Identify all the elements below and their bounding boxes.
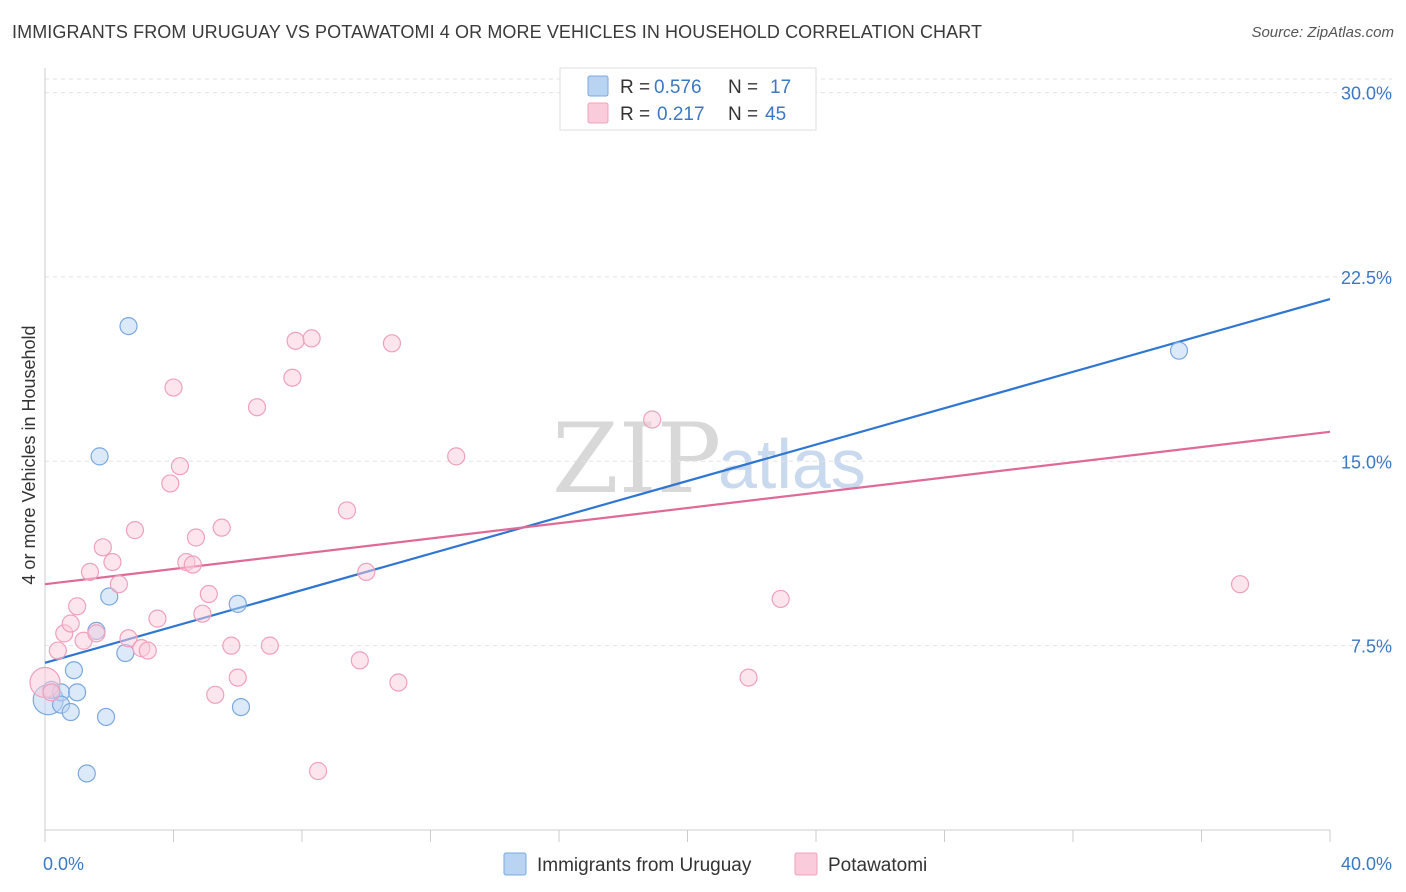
point-potawatomi-6 <box>80 562 100 582</box>
point-potawatomi-16 <box>161 474 180 493</box>
point-uruguay-6 <box>68 683 87 702</box>
point-potawatomi-27 <box>228 668 247 687</box>
point-uruguay-12 <box>119 316 138 336</box>
point-potawatomi-35 <box>350 651 369 670</box>
trend-line-uruguay <box>44 297 1331 664</box>
point-potawatomi-32 <box>302 329 321 348</box>
point-potawatomi-9 <box>103 552 122 572</box>
point-uruguay-11 <box>90 447 109 466</box>
point-potawatomi-18 <box>170 457 190 476</box>
x-tick-label-0: 0.0% <box>43 854 84 874</box>
point-potawatomi-11 <box>119 629 138 648</box>
legend-r-label-1: R = <box>620 77 650 98</box>
point-potawatomi-14 <box>138 641 157 660</box>
bottom-legend-swatch-potawatomi <box>794 852 818 876</box>
point-potawatomi-15 <box>148 609 167 628</box>
point-potawatomi-20 <box>183 555 202 574</box>
legend-r-value-1: 0.576 <box>654 77 702 98</box>
point-potawatomi-44 <box>42 683 61 702</box>
point-potawatomi-40 <box>643 410 662 429</box>
point-potawatomi-21 <box>186 528 206 547</box>
point-potawatomi-41 <box>739 668 758 687</box>
x-tick-label-1: 40.0% <box>1341 854 1392 874</box>
point-potawatomi-36 <box>357 562 376 582</box>
point-potawatomi-34 <box>337 501 357 520</box>
bottom-legend-label-uruguay: Immigrants from Uruguay <box>537 855 752 876</box>
point-potawatomi-42 <box>771 589 790 609</box>
point-uruguay-14 <box>231 697 251 717</box>
point-potawatomi-8 <box>93 538 112 557</box>
y-axis-label: 4 or more Vehicles in Household <box>19 325 39 584</box>
point-potawatomi-4 <box>68 597 87 616</box>
bottom-legend: Immigrants from Uruguay Potawatomi <box>503 852 927 876</box>
point-potawatomi-25 <box>212 518 231 537</box>
point-potawatomi-10 <box>109 575 128 594</box>
point-potawatomi-29 <box>260 636 279 655</box>
watermark-zip: ZIP <box>552 403 721 515</box>
legend-swatch-uruguay <box>587 75 609 97</box>
point-potawatomi-30 <box>283 368 302 387</box>
point-potawatomi-37 <box>382 334 402 353</box>
point-potawatomi-31 <box>286 331 305 350</box>
point-uruguay-15 <box>77 764 96 783</box>
point-potawatomi-1 <box>48 641 67 660</box>
point-uruguay-8 <box>96 707 116 727</box>
legend-n-value-1: 17 <box>770 77 791 98</box>
point-potawatomi-24 <box>206 685 225 704</box>
point-potawatomi-7 <box>87 624 106 643</box>
legend-n-label-1: N = <box>728 77 758 98</box>
bottom-legend-label-potawatomi: Potawatomi <box>828 855 927 876</box>
point-potawatomi-38 <box>389 673 408 692</box>
y-tick-label-3: 30.0% <box>1341 84 1392 104</box>
point-potawatomi-28 <box>247 398 267 417</box>
legend-n-value-2: 45 <box>765 104 786 125</box>
legend-n-label-2: N = <box>728 104 758 125</box>
legend: R = 0.576 N = 17 R = 0.217 N = 45 <box>559 67 817 131</box>
point-potawatomi-12 <box>125 521 145 540</box>
legend-r-value-2: 0.217 <box>657 104 705 125</box>
point-uruguay-3 <box>64 661 84 680</box>
trend-line-potawatomi <box>44 430 1331 586</box>
point-uruguay-10 <box>116 643 135 663</box>
point-potawatomi-17 <box>164 378 183 397</box>
trend-lines <box>44 297 1331 664</box>
tick-labels: 7.5% 15.0% 22.5% 30.0% 0.0% 40.0% <box>43 84 1392 874</box>
y-tick-label-1: 15.0% <box>1341 452 1392 472</box>
y-tick-label-0: 7.5% <box>1351 637 1392 657</box>
point-potawatomi-43 <box>1230 575 1250 594</box>
bottom-legend-swatch-uruguay <box>503 852 527 876</box>
point-potawatomi-33 <box>308 761 328 781</box>
point-uruguay-9 <box>100 587 119 606</box>
legend-r-label-2: R = <box>620 104 650 125</box>
legend-swatch-potawatomi <box>587 102 609 124</box>
point-potawatomi-22 <box>193 604 212 623</box>
point-potawatomi-23 <box>199 584 218 604</box>
source-label: Source: ZipAtlas.com <box>1251 24 1394 41</box>
point-potawatomi-3 <box>61 614 80 633</box>
point-uruguay-13 <box>228 594 247 613</box>
point-uruguay-5 <box>61 702 80 722</box>
chart-title: IMMIGRANTS FROM URUGUAY VS POTAWATOMI 4 … <box>12 22 983 42</box>
y-tick-label-2: 22.5% <box>1341 268 1392 288</box>
point-uruguay-16 <box>1169 341 1189 360</box>
data-points <box>29 316 1250 783</box>
point-potawatomi-26 <box>222 636 241 655</box>
point-potawatomi-39 <box>447 447 466 466</box>
